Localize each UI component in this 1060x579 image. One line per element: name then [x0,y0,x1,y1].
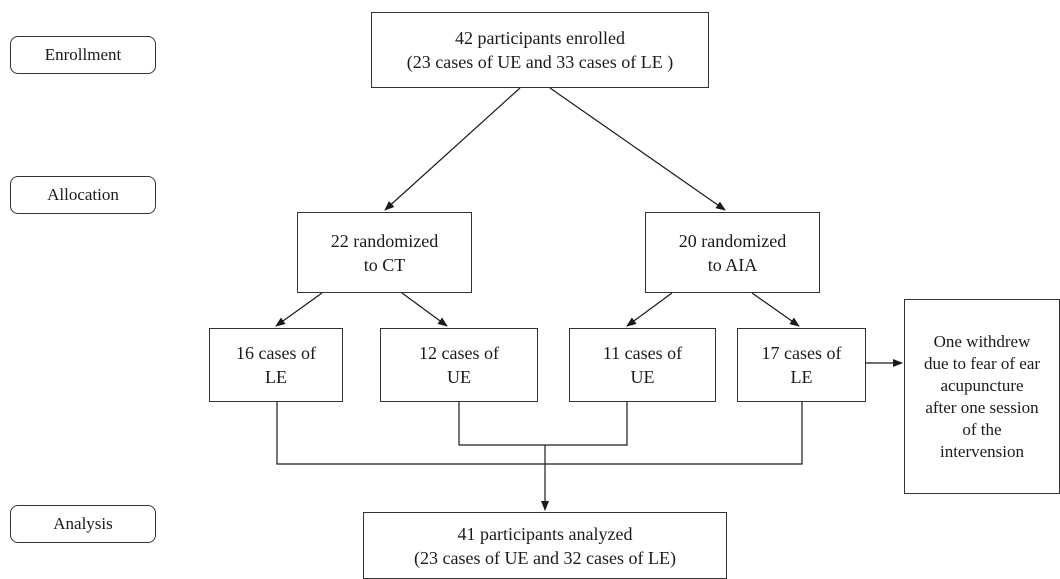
ct-randomized-box: 22 randomized to CT [297,212,472,293]
aia-randomized-box: 20 randomized to AIA [645,212,820,293]
arrow-enrolled-to-aia [549,87,726,211]
stage-analysis-label: Analysis [10,505,156,543]
arrow-ct-to-le [275,292,323,327]
arrow-aia-to-le [751,292,800,327]
analyzed-text: 41 participants analyzed (23 cases of UE… [414,523,676,568]
aia-ue-box: 11 cases of UE [569,328,716,402]
merge-line-inner [458,402,628,446]
withdrawn-text: One withdrew due to fear of ear acupunct… [923,331,1041,461]
enrolled-box: 42 participants enrolled (23 cases of UE… [371,12,709,88]
ct-ue-box: 12 cases of UE [380,328,538,402]
arrow-ct-to-ue [401,292,448,327]
stage-enrollment-label: Enrollment [10,36,156,74]
stage-enrollment-text: Enrollment [44,45,122,64]
stage-allocation-label: Allocation [10,176,156,214]
stage-analysis-text: Analysis [53,514,113,533]
ct-le-text: 16 cases of LE [236,343,316,387]
analyzed-box: 41 participants analyzed (23 cases of UE… [363,512,727,579]
withdrawn-box: One withdrew due to fear of ear acupunct… [904,299,1060,494]
ct-ue-text: 12 cases of UE [419,343,499,387]
ct-le-box: 16 cases of LE [209,328,343,402]
aia-le-text: 17 cases of LE [761,343,842,387]
aia-ue-text: 11 cases of UE [602,343,683,387]
merge-line-outer [276,402,803,465]
arrow-aia-to-ue [626,292,673,327]
aia-randomized-text: 20 randomized to AIA [678,230,787,275]
aia-le-box: 17 cases of LE [737,328,866,402]
stage-allocation-text: Allocation [47,185,119,204]
ct-randomized-text: 22 randomized to CT [330,230,439,275]
arrow-enrolled-to-ct [384,87,521,211]
enrolled-text: 42 participants enrolled (23 cases of UE… [406,28,674,72]
